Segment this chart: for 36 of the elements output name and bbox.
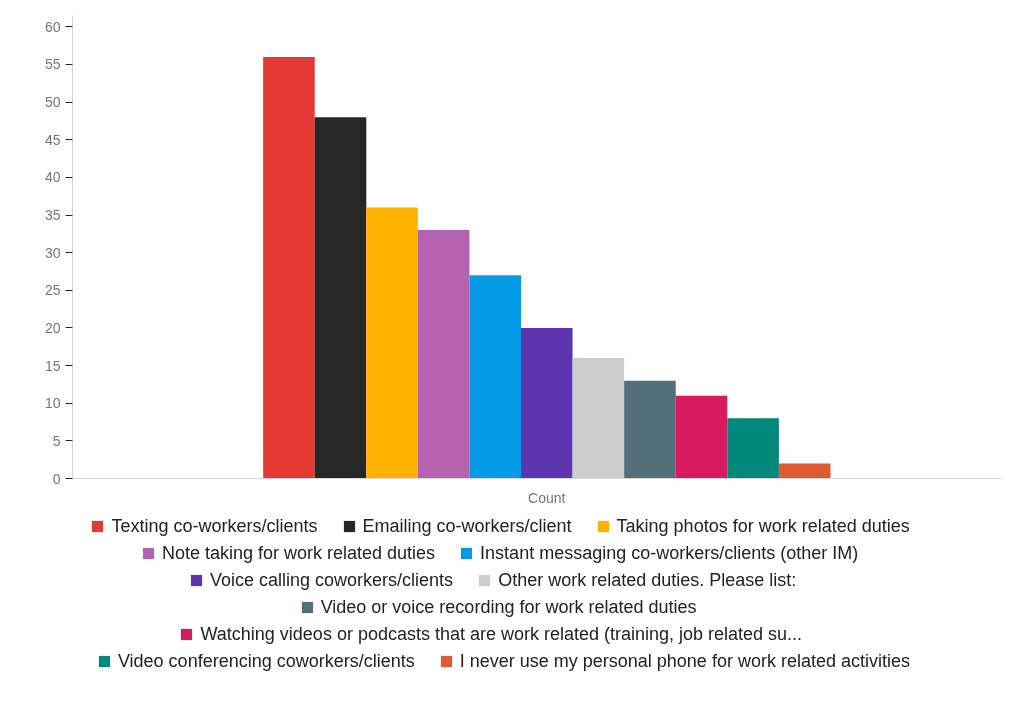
y-tick-label: 55: [44, 56, 61, 73]
y-tick-label: 5: [52, 432, 61, 449]
bar: [314, 117, 367, 479]
bar: [675, 395, 728, 479]
legend-label: Other work related duties. Please list:: [498, 569, 797, 591]
y-tick-label: 60: [44, 18, 61, 35]
legend-label: Voice calling coworkers/clients: [210, 569, 454, 591]
bar: [417, 230, 470, 479]
bar: [366, 207, 418, 479]
legend-label: Watching videos or podcasts that are work related (training, job related su...: [200, 623, 803, 645]
bar: [469, 275, 522, 479]
x-tick-label: Count: [528, 489, 566, 506]
bar: [572, 358, 625, 479]
y-tick-label: 45: [44, 131, 61, 148]
y-tick-label: 30: [44, 244, 61, 261]
legend-label: I never use my personal phone for work related activities: [459, 650, 910, 672]
bar: [521, 327, 573, 479]
bar: [624, 380, 676, 479]
y-tick-label: 40: [44, 169, 61, 186]
legend-label: Texting co-workers/clients: [111, 515, 318, 537]
legend-label: Video conferencing coworkers/clients: [117, 650, 415, 672]
y-tick-label: 0: [52, 470, 61, 487]
y-tick-label: 50: [44, 94, 61, 111]
y-tick-label: 10: [44, 395, 61, 412]
legend-label: Video or voice recording for work related duties: [320, 596, 697, 618]
legend-label: Taking photos for work related duties: [616, 515, 910, 537]
bar: [263, 56, 315, 479]
y-tick-label: 20: [44, 319, 61, 336]
bar: [778, 463, 831, 479]
legend-label: Instant messaging co-workers/clients (other IM): [480, 542, 859, 564]
y-tick-label: 25: [44, 282, 61, 299]
legend-label: Emailing co-workers/client: [362, 515, 572, 537]
legend-label: Note taking for work related duties: [161, 542, 436, 564]
bar: [727, 418, 779, 479]
y-tick-label: 35: [44, 207, 61, 223]
y-tick-label: 15: [44, 357, 61, 374]
